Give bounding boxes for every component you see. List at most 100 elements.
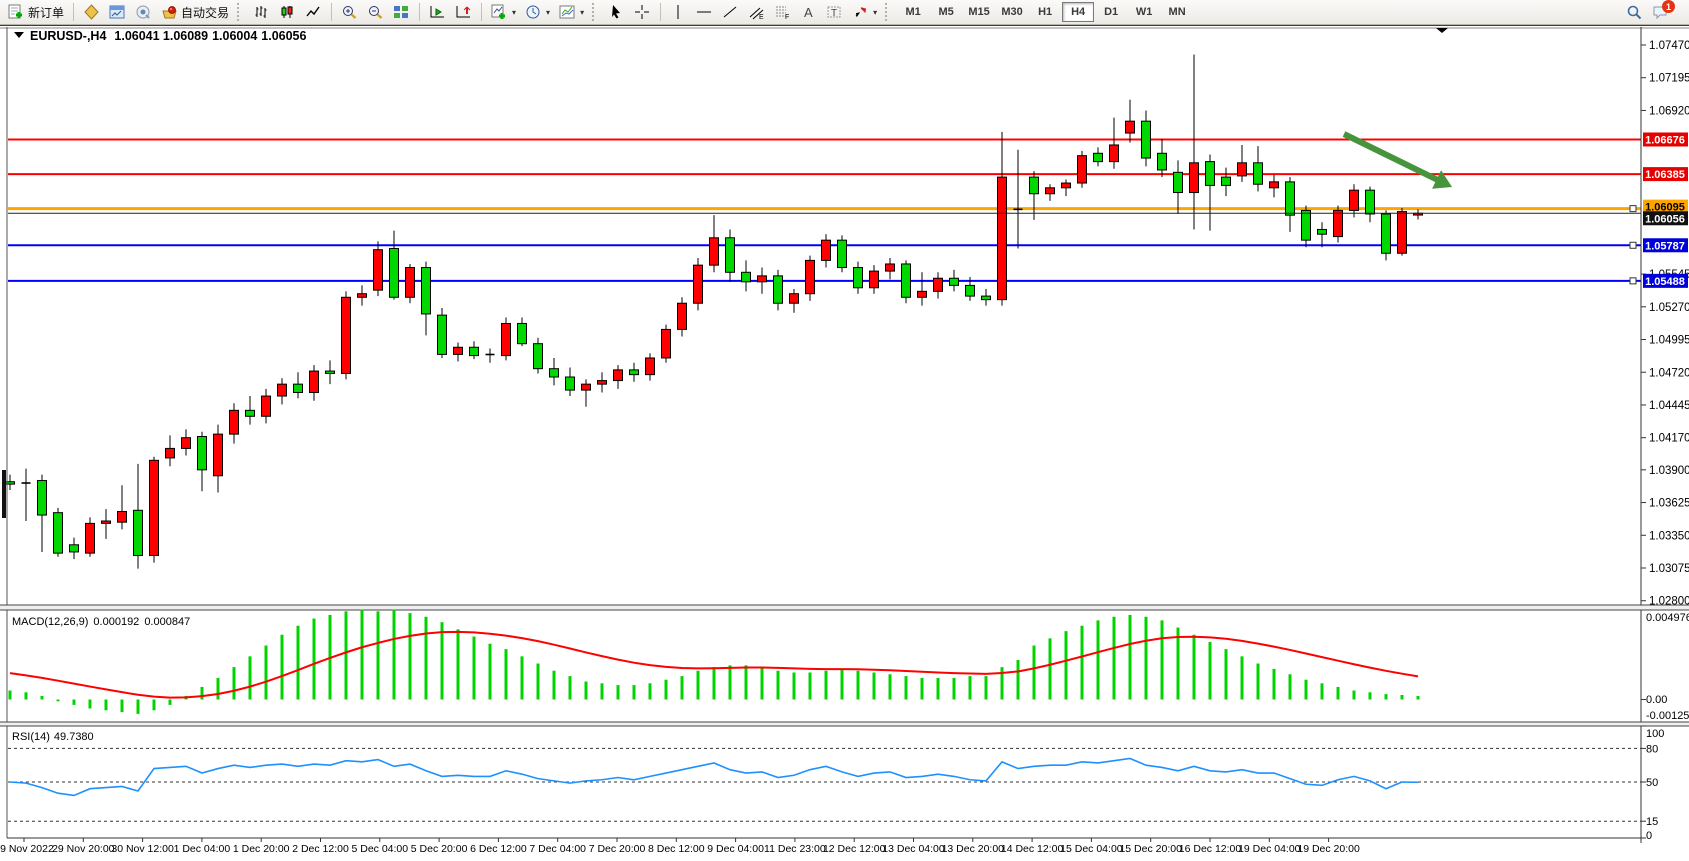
search-button[interactable] [1622,0,1647,24]
fibonacci-button[interactable]: F [770,0,795,24]
line-handle[interactable] [1629,241,1637,249]
toolbar-grip[interactable] [592,3,598,21]
toolbar-separator [419,3,421,21]
profile-button[interactable] [79,0,104,24]
svg-text:1.06920: 1.06920 [1649,105,1689,117]
candlestick-series [5,54,1423,569]
bar-chart-button[interactable] [249,0,274,24]
svg-text:50: 50 [1646,777,1658,789]
tile-windows-button[interactable] [389,0,414,24]
text-button[interactable]: A [796,0,821,24]
svg-text:1 Dec 20:00: 1 Dec 20:00 [233,843,290,855]
svg-text:1.03075: 1.03075 [1649,563,1689,575]
svg-text:1.06095: 1.06095 [1645,202,1685,214]
line-handle[interactable] [1629,277,1637,285]
tile-windows-icon [393,4,410,20]
chart-shift-button[interactable] [451,0,476,24]
new-chart-icon [491,4,508,20]
price-badge [1643,167,1688,182]
line-handle[interactable] [1629,205,1637,213]
svg-text:1.04995: 1.04995 [1649,335,1689,347]
notification-badge: 1 [1662,0,1675,13]
svg-text:13 Dec 20:00: 13 Dec 20:00 [942,843,1005,855]
svg-text:15 Dec 04:00: 15 Dec 04:00 [1060,843,1123,855]
new-chart-button[interactable]: ▾ [487,0,520,24]
svg-text:100: 100 [1646,728,1664,740]
period-icon [525,4,542,20]
timeframe-m1-button[interactable]: M1 [905,6,921,18]
horizontal-line-button[interactable] [692,0,717,24]
zoom-in-button[interactable] [337,0,362,24]
svg-text:0: 0 [1646,830,1652,842]
navigator-button[interactable] [131,0,156,24]
cursor-button[interactable] [604,0,629,24]
svg-text:7 Dec 04:00: 7 Dec 04:00 [529,843,586,855]
candlestick-chart-button[interactable] [275,0,300,24]
zoom-out-icon [367,4,384,20]
new-order-button[interactable]: 新订单 [4,0,68,24]
equidistant-channel-button[interactable]: E [744,0,769,24]
svg-text:1.06056: 1.06056 [1645,213,1685,225]
svg-text:80: 80 [1646,743,1658,755]
trend-arrow-annotation[interactable] [1342,131,1452,189]
vline-icon [670,4,687,20]
periods-button[interactable]: ▾ [521,0,554,24]
svg-text:9 Dec 04:00: 9 Dec 04:00 [707,843,764,855]
candlestick-chart-icon [279,4,296,20]
svg-text:6 Dec 12:00: 6 Dec 12:00 [470,843,527,855]
text-label-icon: T [826,4,843,20]
chevron-down-icon: ▾ [512,7,517,17]
chart-collapse-marker[interactable] [1436,28,1448,33]
svg-text:5 Dec 04:00: 5 Dec 04:00 [351,843,408,855]
chevron-down-icon: ▾ [580,7,585,17]
template-icon [559,4,576,20]
new-order-icon [8,4,25,20]
timeframe-m5-button[interactable]: M5 [938,6,954,18]
symbol-dropdown-icon[interactable] [14,32,24,38]
vertical-line-button[interactable] [666,0,691,24]
channel-icon: E [748,4,765,20]
fibonacci-icon: F [774,4,791,20]
timeframe-h1-button[interactable]: H1 [1038,6,1053,18]
line-chart-button[interactable] [301,0,326,24]
main-toolbar: 新订单 自动交易 ▾ ▾ ▾ E F A T ▾ M1 M5 M15 M30 H1 H4 D1 W1 MN 1 [0,0,1689,25]
market-watch-button[interactable] [105,0,130,24]
auto-scroll-icon [429,4,446,20]
arrows-button[interactable]: ▾ [848,0,881,24]
svg-text:15: 15 [1646,816,1658,828]
timeframe-mn-button[interactable]: MN [1168,6,1186,18]
timeframe-w1-button[interactable]: W1 [1135,6,1153,18]
svg-text:0.00: 0.00 [1646,694,1667,706]
svg-text:16 Dec 12:00: 16 Dec 12:00 [1179,843,1242,855]
svg-text:11 Dec 23:00: 11 Dec 23:00 [764,843,826,855]
crosshair-button[interactable] [630,0,655,24]
zoom-out-button[interactable] [363,0,388,24]
panel-frame [0,25,1689,843]
trendline-icon [722,4,739,20]
timeframe-m30-button[interactable]: M30 [1001,6,1023,18]
toolbar-grip[interactable] [885,3,891,21]
timeframe-m15-button[interactable]: M15 [968,6,990,18]
templates-button[interactable]: ▾ [555,0,588,24]
svg-text:1.04170: 1.04170 [1649,433,1689,445]
text-label-button[interactable]: T [822,0,847,24]
arrows-icon [852,4,869,20]
timeframe-h4-button[interactable]: H4 [1062,2,1095,22]
svg-text:0.004976: 0.004976 [1646,612,1689,624]
autotrade-icon [161,4,178,20]
auto-scroll-button[interactable] [425,0,450,24]
svg-text:1.06676: 1.06676 [1645,134,1685,146]
svg-text:29 Nov 2022: 29 Nov 2022 [0,843,54,855]
svg-text:T: T [831,8,837,19]
price-badge [1643,132,1688,147]
svg-text:8 Dec 12:00: 8 Dec 12:00 [648,843,705,855]
svg-text:1.04720: 1.04720 [1649,367,1689,379]
trendline-button[interactable] [718,0,743,24]
timeframe-d1-button[interactable]: D1 [1104,6,1119,18]
text-icon: A [800,4,817,20]
autotrade-button[interactable]: 自动交易 [157,0,233,24]
toolbar-grip[interactable] [237,3,243,21]
notifications-button[interactable]: 1 [1648,0,1675,24]
